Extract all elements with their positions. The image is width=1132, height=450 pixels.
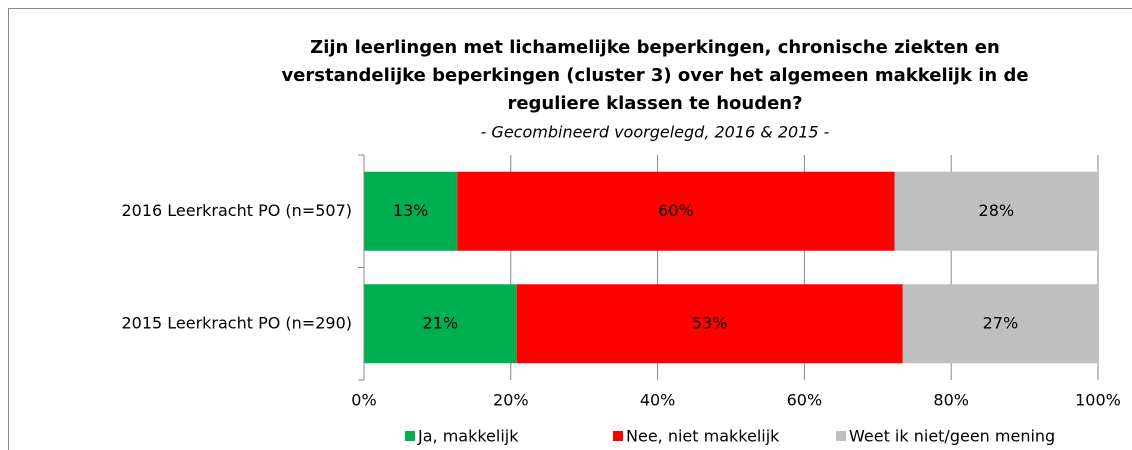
legend-label: Nee, niet makkelijk <box>626 427 780 446</box>
chart-title: reguliere klassen te houden? <box>507 93 802 114</box>
x-tick-label: 20% <box>493 391 529 410</box>
legend-swatch <box>405 431 415 441</box>
bar-segment <box>894 171 1098 251</box>
subtitle: - Gecombineerd voorgelegd, 2016 & 2015 - <box>481 123 830 142</box>
y-tick-label: 2015 Leerkracht PO (n=290) <box>121 313 352 332</box>
data-label: 13% <box>393 201 429 220</box>
data-label: 27% <box>983 313 1019 332</box>
bar-segment <box>364 171 458 251</box>
data-label: 21% <box>423 313 459 332</box>
legend-label: Weet ik niet/geen mening <box>849 427 1055 446</box>
data-label: 28% <box>979 201 1015 220</box>
x-tick-label: 100% <box>1075 391 1121 410</box>
x-tick-label: 0% <box>351 391 376 410</box>
legend-label: Ja, makkelijk <box>417 427 519 446</box>
x-tick-label: 80% <box>933 391 969 410</box>
bar-segment <box>516 284 903 364</box>
bar-segment <box>902 284 1098 364</box>
chart-title: verstandelijke beperkingen (cluster 3) o… <box>281 65 1028 86</box>
x-tick-label: 40% <box>640 391 676 410</box>
data-label: 60% <box>658 201 694 220</box>
x-tick-label: 60% <box>787 391 823 410</box>
y-tick-label: 2016 Leerkracht PO (n=507) <box>121 201 352 220</box>
bar-segment <box>364 284 517 364</box>
bar-segment <box>457 171 895 251</box>
chart-title: Zijn leerlingen met lichamelijke beperki… <box>310 37 1000 58</box>
legend-swatch <box>613 431 623 441</box>
legend-swatch <box>836 431 846 441</box>
data-label: 53% <box>692 313 728 332</box>
